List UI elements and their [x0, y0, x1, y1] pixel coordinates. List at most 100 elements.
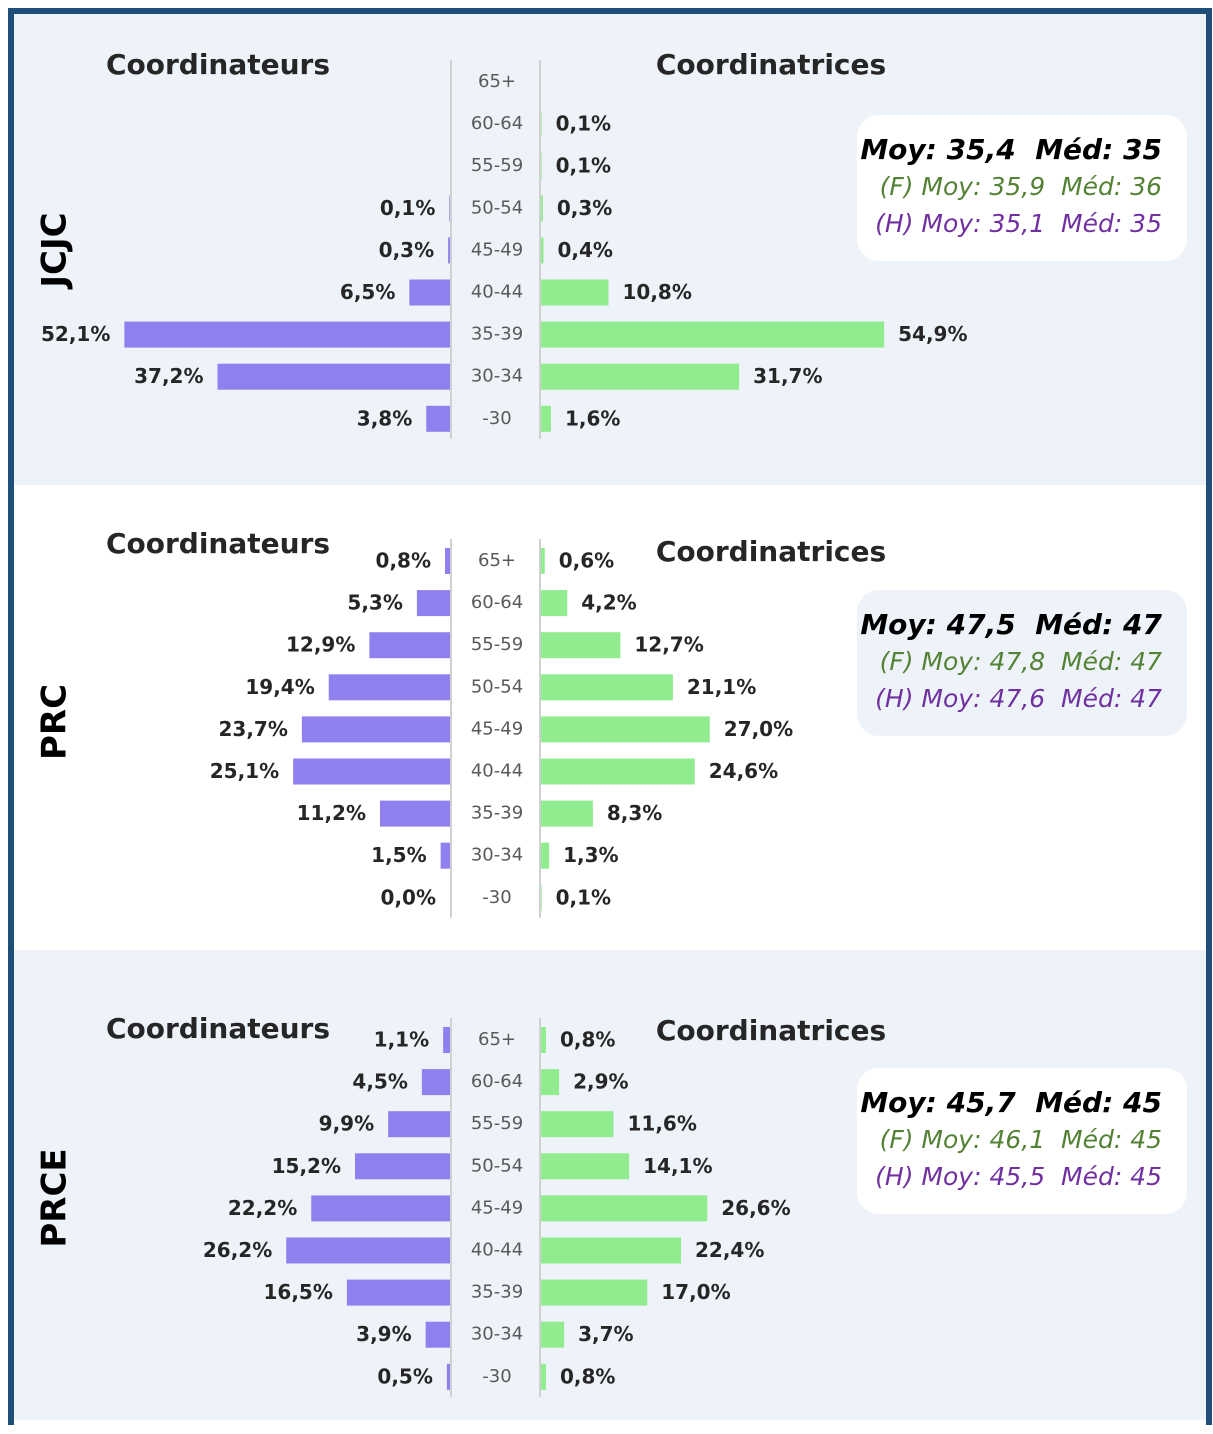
value-label: 1,1%	[374, 1028, 429, 1052]
category-label: 65+	[478, 71, 516, 92]
value-label: 4,5%	[352, 1070, 407, 1094]
stats-line: (F) Moy: 46,1 Méd: 45	[880, 1125, 1162, 1154]
bar	[445, 548, 450, 574]
value-label: 0,8%	[560, 1364, 615, 1388]
stats-box	[857, 115, 1187, 261]
value-label: 0,8%	[376, 549, 431, 573]
bar	[425, 1321, 450, 1348]
frame	[8, 8, 1212, 1425]
bar	[541, 1027, 546, 1053]
bar	[446, 1363, 450, 1390]
value-label: 0,1%	[380, 196, 435, 220]
bar	[293, 758, 450, 785]
category-label: 50-54	[471, 676, 523, 697]
bar	[217, 363, 450, 390]
category-label: 35-39	[471, 324, 523, 345]
value-label: 0,1%	[556, 154, 611, 178]
value-label: 15,2%	[272, 1154, 341, 1178]
category-label: 30-34	[471, 366, 523, 387]
category-label: 35-39	[471, 803, 523, 824]
value-label: 0,8%	[560, 1028, 615, 1052]
bar	[355, 1153, 450, 1180]
bar	[311, 1195, 450, 1222]
stats-line: (F) Moy: 47,8 Méd: 47	[880, 647, 1163, 676]
bar	[426, 405, 450, 432]
category-label: 45-49	[471, 239, 523, 260]
bar	[541, 363, 740, 390]
stats-line: Moy: 35,4 Méd: 35	[860, 133, 1162, 166]
bar	[369, 632, 450, 659]
bar	[328, 674, 450, 701]
category-label: 65+	[478, 550, 516, 571]
bar	[541, 1153, 630, 1180]
bar	[541, 279, 609, 306]
bar	[301, 716, 450, 743]
category-label: 45-49	[471, 718, 523, 739]
value-label: 14,1%	[643, 1154, 712, 1178]
bar	[286, 1237, 450, 1264]
category-label: 40-44	[471, 761, 523, 782]
value-label: 10,8%	[623, 280, 692, 304]
bar	[124, 321, 450, 348]
value-label: 0,3%	[557, 196, 612, 220]
value-label: 25,1%	[210, 759, 279, 783]
bar	[388, 1111, 450, 1138]
value-label: 24,6%	[709, 759, 778, 783]
value-label: 31,7%	[753, 364, 822, 388]
value-label: 21,1%	[687, 675, 756, 699]
bar	[541, 237, 544, 264]
category-label: 60-64	[471, 113, 523, 134]
value-label: 8,3%	[607, 801, 662, 825]
value-label: 0,1%	[556, 885, 611, 909]
bar	[541, 1111, 614, 1138]
value-label: 27,0%	[724, 717, 793, 741]
category-label: 65+	[478, 1029, 516, 1050]
stats-line: Moy: 47,5 Méd: 47	[860, 608, 1162, 641]
bar	[541, 1237, 681, 1264]
stats-line: (H) Moy: 35,1 Méd: 35	[875, 209, 1162, 238]
value-label: 5,3%	[347, 591, 402, 615]
category-label: 55-59	[471, 1113, 523, 1134]
value-label: 3,9%	[356, 1322, 411, 1346]
stats-box	[857, 590, 1187, 736]
value-label: 3,8%	[357, 406, 412, 430]
bar	[449, 195, 450, 222]
value-label: 1,3%	[563, 843, 618, 867]
value-label: 0,1%	[556, 112, 611, 136]
value-label: 11,6%	[628, 1112, 697, 1136]
value-label: 0,5%	[377, 1364, 432, 1388]
bar	[541, 842, 550, 869]
stats-line: (H) Moy: 47,6 Méd: 47	[875, 684, 1162, 713]
series-header: Coordinatrices	[656, 48, 886, 81]
category-label: 50-54	[471, 197, 523, 218]
value-label: 3,7%	[578, 1322, 633, 1346]
category-label: 45-49	[471, 1197, 523, 1218]
bar	[541, 1321, 565, 1348]
value-label: 0,3%	[379, 238, 434, 262]
series-header: Coordinateurs	[106, 527, 330, 560]
value-label: 4,2%	[581, 591, 636, 615]
category-label: 55-59	[471, 634, 523, 655]
category-label: -30	[482, 408, 511, 429]
value-label: 22,4%	[695, 1238, 764, 1262]
category-label: 35-39	[471, 1282, 523, 1303]
category-label: 60-64	[471, 1071, 523, 1092]
value-label: 9,9%	[319, 1112, 374, 1136]
value-label: 37,2%	[134, 364, 203, 388]
value-label: 19,4%	[245, 675, 314, 699]
bar	[440, 842, 450, 869]
bar	[448, 237, 450, 264]
category-label: 55-59	[471, 155, 523, 176]
bar	[541, 1069, 560, 1096]
bar	[541, 674, 673, 701]
bar	[409, 279, 450, 306]
stats-box	[857, 1068, 1187, 1214]
bar	[541, 195, 543, 222]
value-label: 6,5%	[340, 280, 395, 304]
value-label: 23,7%	[218, 717, 287, 741]
category-label: -30	[482, 887, 511, 908]
bar	[541, 405, 551, 432]
value-label: 0,4%	[558, 238, 613, 262]
